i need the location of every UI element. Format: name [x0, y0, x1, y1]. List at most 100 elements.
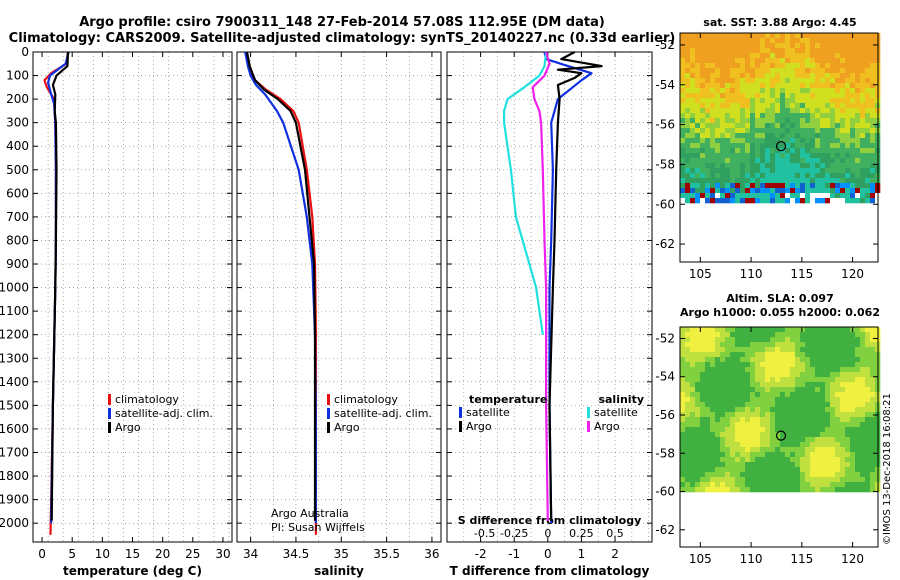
- map-cell: [815, 457, 821, 463]
- map-cell: [770, 357, 776, 363]
- map-cell: [710, 143, 716, 149]
- map-cell: [850, 432, 856, 438]
- map-cell: [785, 367, 791, 373]
- map-cell: [765, 73, 771, 79]
- map-cell: [805, 58, 811, 64]
- map-cell: [835, 382, 841, 388]
- map-cell: [710, 467, 716, 473]
- map-cell: [790, 437, 796, 443]
- map-cell: [790, 427, 796, 433]
- map-cell: [690, 38, 696, 44]
- map-cell: [820, 397, 826, 403]
- map-cell: [770, 387, 776, 393]
- map-cell: [815, 462, 821, 468]
- map-cell: [715, 123, 721, 129]
- map-cell: [690, 457, 696, 463]
- map-cell: [745, 68, 751, 74]
- map-cell: [795, 337, 801, 343]
- map-cell: [855, 158, 861, 164]
- map-cell: [705, 412, 711, 418]
- map-cell: [800, 118, 806, 124]
- map-cell: [860, 422, 866, 428]
- s-axis-tick-label: -0.25: [500, 527, 528, 540]
- map-cell: [845, 158, 851, 164]
- map-cell: [690, 83, 696, 89]
- map-cell: [870, 188, 876, 194]
- map-cell: [765, 88, 771, 94]
- map-cell: [730, 168, 736, 174]
- map-cell: [840, 73, 846, 79]
- map-cell: [745, 93, 751, 99]
- map-cell: [870, 133, 876, 139]
- map-cell: [830, 123, 836, 129]
- map-cell: [780, 163, 786, 169]
- map-cell: [825, 397, 831, 403]
- map-cell: [860, 462, 866, 468]
- map-cell: [705, 477, 711, 483]
- map-cell: [755, 103, 761, 109]
- map-cell: [705, 113, 711, 119]
- map-cell: [870, 422, 876, 428]
- map-cell: [685, 327, 691, 333]
- map-cell: [840, 183, 846, 189]
- map-cell: [820, 477, 826, 483]
- map-cell: [695, 377, 701, 383]
- map-cell: [680, 352, 686, 358]
- map-cell: [805, 457, 811, 463]
- map-cell: [695, 83, 701, 89]
- map-cell: [855, 48, 861, 54]
- legend-entry: satellite-adj. clim.: [115, 407, 213, 420]
- map-cell: [720, 337, 726, 343]
- map-cell: [685, 168, 691, 174]
- map-cell: [755, 108, 761, 114]
- map-cell: [770, 467, 776, 473]
- map-cell: [775, 392, 781, 398]
- map-cell: [845, 138, 851, 144]
- map-cell: [830, 372, 836, 378]
- map-cell: [685, 133, 691, 139]
- difference-panel: -2 -1 0 1 2T difference from climatology-0.5…: [446, 51, 653, 578]
- map-cell: [700, 103, 706, 109]
- map-cell: [795, 332, 801, 338]
- map-cell: [725, 63, 731, 69]
- map-cell: [805, 158, 811, 164]
- map-cell: [860, 148, 866, 154]
- map-cell: [705, 78, 711, 84]
- map-cell: [720, 83, 726, 89]
- map-cell: [770, 327, 776, 333]
- map-cell: [700, 477, 706, 483]
- map-cell: [745, 402, 751, 408]
- map-cell: [785, 382, 791, 388]
- map-cell: [835, 412, 841, 418]
- map-cell: [715, 382, 721, 388]
- map-cell: [770, 148, 776, 154]
- map-cell: [865, 372, 871, 378]
- map-cell: [725, 33, 731, 39]
- map-cell: [850, 367, 856, 373]
- map-cell: [685, 163, 691, 169]
- map-cell: [730, 108, 736, 114]
- map-cell: [685, 427, 691, 433]
- map-cell: [840, 422, 846, 428]
- map-cell: [855, 372, 861, 378]
- map-cell: [785, 487, 791, 493]
- map-cell: [790, 113, 796, 119]
- map-cell: [785, 123, 791, 129]
- map-cell: [815, 58, 821, 64]
- map-cell: [680, 73, 686, 79]
- map-cell: [690, 407, 696, 413]
- map-cell: [760, 362, 766, 368]
- map-cell: [770, 417, 776, 423]
- map-cell: [850, 113, 856, 119]
- map-cell: [705, 163, 711, 169]
- map-cell: [850, 58, 856, 64]
- map-cell: [870, 457, 876, 463]
- map-cell: [750, 472, 756, 478]
- map-cell: [745, 58, 751, 64]
- map-cell: [705, 367, 711, 373]
- map-cell: [760, 128, 766, 134]
- map-cell: [685, 78, 691, 84]
- map-cell: [770, 198, 776, 204]
- map-cell: [850, 462, 856, 468]
- map-cell: [820, 472, 826, 478]
